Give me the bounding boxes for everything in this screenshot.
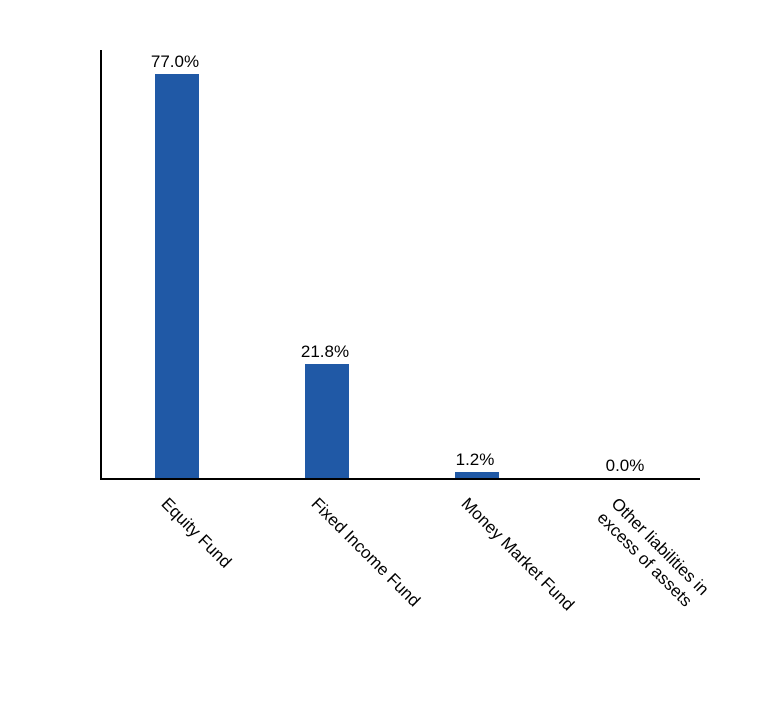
- bar: [455, 472, 499, 478]
- bar-value-label: 77.0%: [110, 52, 240, 72]
- x-axis-label: Other liabilities inexcess of assets: [593, 494, 727, 628]
- bar-chart: 77.0% Equity Fund 21.8% Fixed Income Fund 1.…: [100, 20, 700, 700]
- x-axis-label: Money Market Fund: [457, 494, 578, 615]
- bar-value-label: 21.8%: [260, 342, 390, 362]
- bar: [155, 74, 199, 478]
- plot-area: [100, 50, 700, 480]
- bar-value-label: 0.0%: [560, 456, 690, 476]
- x-axis-label: Equity Fund: [157, 494, 235, 572]
- bar-value-label: 1.2%: [410, 450, 540, 470]
- x-axis-label: Fixed Income Fund: [307, 494, 424, 611]
- bar: [305, 364, 349, 478]
